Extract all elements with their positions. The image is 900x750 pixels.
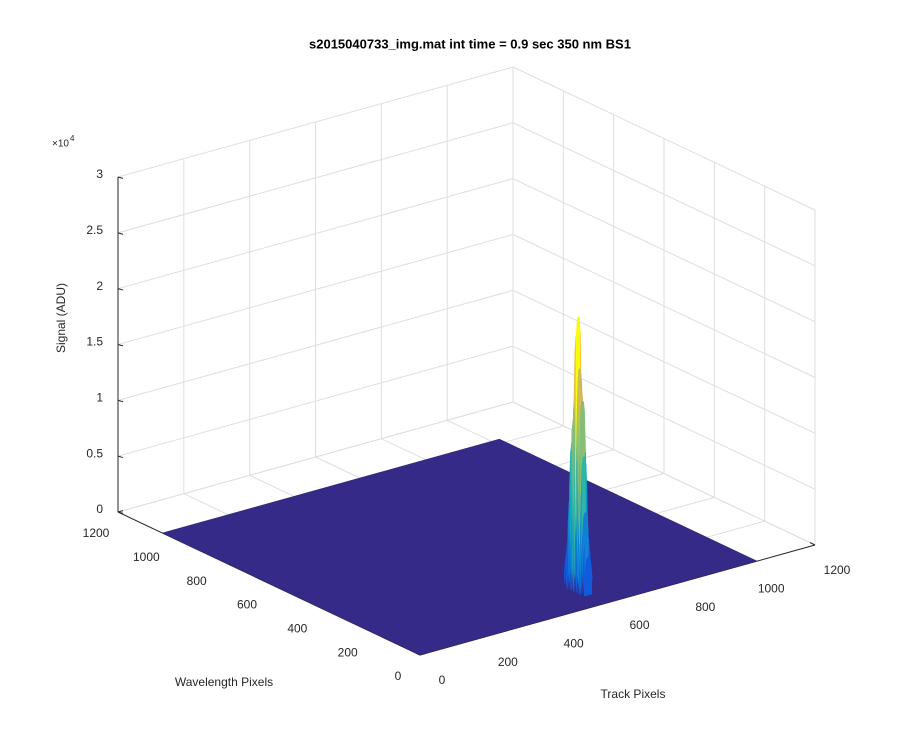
z-multiplier-exponent: 4 — [70, 134, 75, 143]
z-tick-label: 0 — [96, 502, 103, 516]
z-tick-label: 0.5 — [86, 446, 103, 460]
z-tick — [117, 288, 124, 291]
grid-line — [117, 234, 514, 345]
z-tick-label: 2 — [96, 279, 103, 293]
surface-base — [161, 438, 758, 656]
y-tick-label: 200 — [338, 645, 358, 659]
z-tick-label: 1 — [96, 391, 103, 405]
y-tick-label: 1000 — [133, 550, 160, 564]
z-tick — [117, 344, 124, 347]
z-tick-label: 2.5 — [86, 223, 103, 237]
grid-line — [512, 234, 816, 378]
x-tick-label: 600 — [629, 618, 649, 632]
x-tick — [809, 542, 816, 546]
z-axis-label: Signal (ADU) — [54, 283, 68, 353]
grid-line — [512, 345, 816, 490]
y-tick-label: 800 — [187, 574, 207, 588]
grid-line — [512, 122, 816, 267]
x-tick-label: 1200 — [824, 563, 851, 577]
grid-line — [117, 178, 514, 290]
grid-line — [512, 289, 816, 434]
chart-title: s2015040733_img.mat int time = 0.9 sec 3… — [309, 36, 631, 51]
x-axis-label: Track Pixels — [601, 687, 666, 701]
grid-line — [117, 122, 514, 234]
grid-line — [117, 401, 514, 513]
x-tick-label: 400 — [564, 637, 584, 651]
z-tick — [117, 176, 124, 179]
grid-line — [117, 66, 514, 178]
y-tick-label: 600 — [237, 598, 257, 612]
z-multiplier: ×10 — [52, 139, 69, 150]
y-tick-label: 0 — [395, 669, 402, 683]
y-tick-label: 400 — [287, 622, 307, 636]
grid-line — [117, 289, 514, 401]
grid-line — [512, 178, 816, 323]
x-tick-label: 800 — [695, 600, 715, 614]
z-tick-label: 1.5 — [86, 335, 103, 349]
z-tick — [117, 511, 124, 514]
grid-line — [512, 401, 816, 546]
z-tick — [117, 455, 124, 459]
x-tick-label: 0 — [439, 673, 446, 687]
z-tick — [117, 232, 124, 235]
y-tick-label: 1200 — [83, 526, 110, 540]
y-axis-label: Wavelength Pixels — [175, 675, 273, 689]
grid-line — [117, 345, 514, 457]
x-tick-label: 1000 — [758, 582, 785, 596]
x-tick-label: 200 — [498, 655, 518, 669]
z-tick-label: 3 — [96, 167, 103, 181]
z-tick — [117, 399, 124, 403]
grid-line — [512, 66, 816, 211]
